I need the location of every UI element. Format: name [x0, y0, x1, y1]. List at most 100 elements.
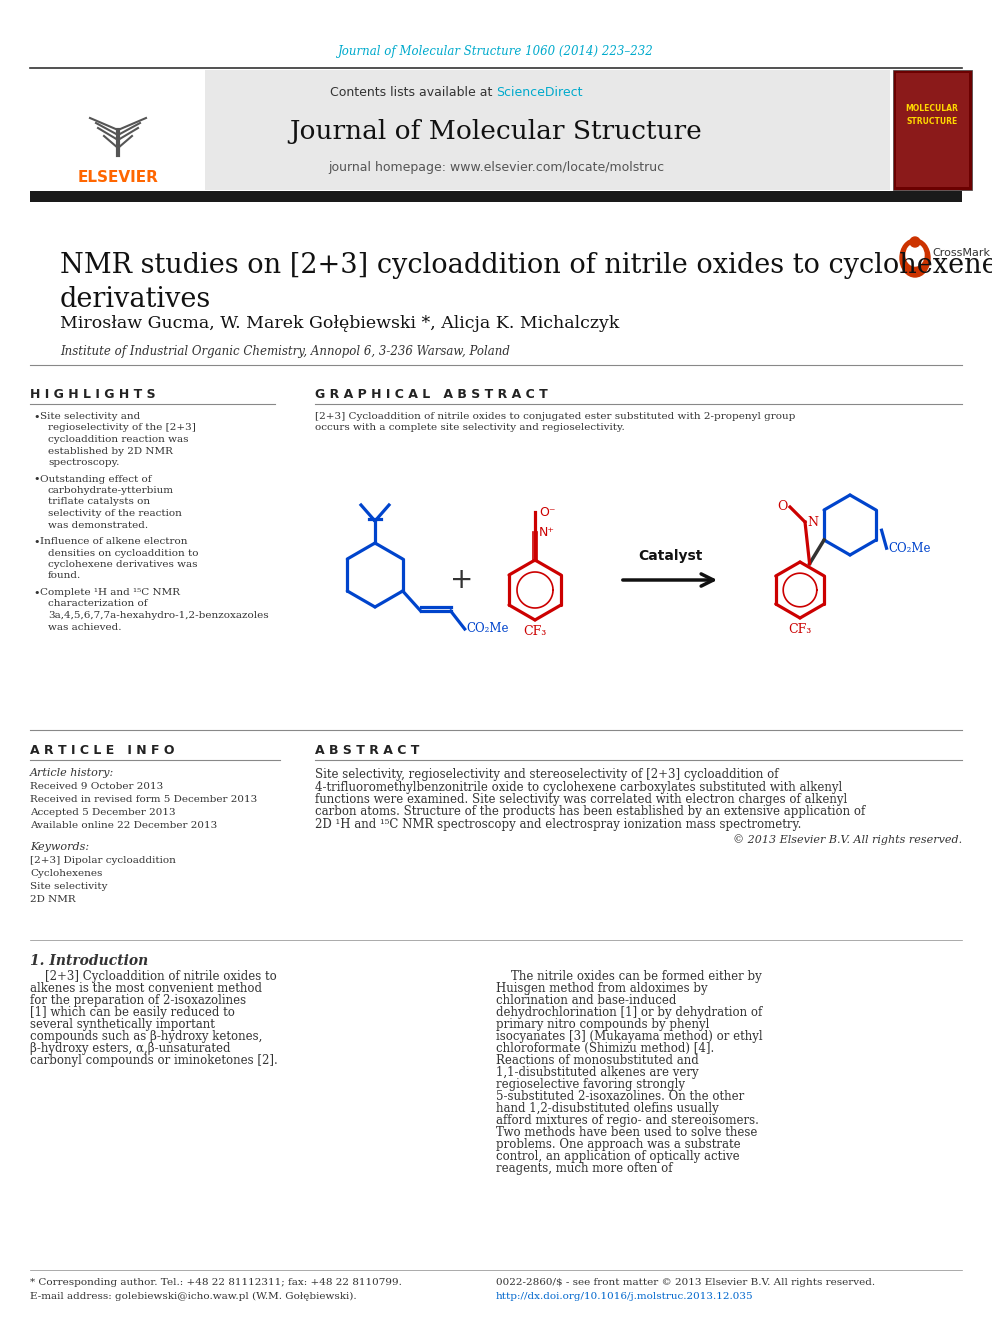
- Text: isocyanates [3] (Mukayama method) or ethyl: isocyanates [3] (Mukayama method) or eth…: [496, 1031, 763, 1043]
- Text: A R T I C L E   I N F O: A R T I C L E I N F O: [30, 744, 175, 757]
- Text: reagents, much more often of: reagents, much more often of: [496, 1162, 673, 1175]
- Text: •: •: [33, 587, 40, 598]
- Bar: [205, 70, 890, 191]
- Text: O: O: [778, 500, 788, 513]
- Text: Mirosław Gucma, W. Marek Gołębiewski *, Alicja K. Michalczyk: Mirosław Gucma, W. Marek Gołębiewski *, …: [60, 315, 619, 332]
- Text: Available online 22 December 2013: Available online 22 December 2013: [30, 822, 217, 830]
- Text: Received in revised form 5 December 2013: Received in revised form 5 December 2013: [30, 795, 257, 804]
- Text: cycloaddition reaction was: cycloaddition reaction was: [48, 435, 188, 445]
- Text: Contents lists available at: Contents lists available at: [329, 86, 496, 98]
- Text: 5-substituted 2-isoxazolines. On the other: 5-substituted 2-isoxazolines. On the oth…: [496, 1090, 744, 1103]
- Text: •: •: [33, 475, 40, 484]
- Text: afford mixtures of regio- and stereoisomers.: afford mixtures of regio- and stereoisom…: [496, 1114, 759, 1127]
- Bar: [30, 191, 962, 202]
- Text: •: •: [33, 411, 40, 422]
- Text: regioselectivity of the [2+3]: regioselectivity of the [2+3]: [48, 423, 195, 433]
- Text: H I G H L I G H T S: H I G H L I G H T S: [30, 388, 156, 401]
- Text: 2D ¹H and ¹⁵C NMR spectroscopy and electrospray ionization mass spectrometry.: 2D ¹H and ¹⁵C NMR spectroscopy and elect…: [315, 818, 802, 831]
- Text: 0022-2860/$ - see front matter © 2013 Elsevier B.V. All rights reserved.: 0022-2860/$ - see front matter © 2013 El…: [496, 1278, 875, 1287]
- Text: Institute of Industrial Organic Chemistry, Annopol 6, 3-236 Warsaw, Poland: Institute of Industrial Organic Chemistr…: [60, 345, 510, 359]
- Text: alkenes is the most convenient method: alkenes is the most convenient method: [30, 982, 262, 995]
- Text: ScienceDirect: ScienceDirect: [496, 86, 582, 98]
- Text: G R A P H I C A L   A B S T R A C T: G R A P H I C A L A B S T R A C T: [315, 388, 548, 401]
- Text: problems. One approach was a substrate: problems. One approach was a substrate: [496, 1138, 741, 1151]
- Circle shape: [910, 237, 920, 247]
- Text: •: •: [33, 537, 40, 546]
- Text: 3a,4,5,6,7,7a-hexahydro-1,2-benzoxazoles: 3a,4,5,6,7,7a-hexahydro-1,2-benzoxazoles: [48, 611, 269, 620]
- Text: control, an application of optically active: control, an application of optically act…: [496, 1150, 740, 1163]
- Text: CO₂Me: CO₂Me: [466, 623, 509, 635]
- Text: [2+3] Dipolar cycloaddition: [2+3] Dipolar cycloaddition: [30, 856, 176, 865]
- Ellipse shape: [900, 239, 930, 277]
- Text: 1,1-disubstituted alkenes are very: 1,1-disubstituted alkenes are very: [496, 1066, 698, 1080]
- Text: hand 1,2-disubstituted olefins usually: hand 1,2-disubstituted olefins usually: [496, 1102, 719, 1115]
- Text: Keywords:: Keywords:: [30, 841, 89, 852]
- Text: http://dx.doi.org/10.1016/j.molstruc.2013.12.035: http://dx.doi.org/10.1016/j.molstruc.201…: [496, 1293, 754, 1301]
- Text: cyclohexene derivatives was: cyclohexene derivatives was: [48, 560, 197, 569]
- Text: Site selectivity, regioselectivity and stereoselectivity of [2+3] cycloaddition : Site selectivity, regioselectivity and s…: [315, 767, 779, 781]
- Ellipse shape: [906, 243, 924, 266]
- Text: 4-trifluoromethylbenzonitrile oxide to cyclohexene carboxylates substituted with: 4-trifluoromethylbenzonitrile oxide to c…: [315, 781, 842, 794]
- Bar: [896, 73, 969, 187]
- Text: Complete ¹H and ¹⁵C NMR: Complete ¹H and ¹⁵C NMR: [40, 587, 180, 597]
- Text: +: +: [450, 566, 474, 594]
- Text: Reactions of monosubstituted and: Reactions of monosubstituted and: [496, 1054, 698, 1068]
- Text: triflate catalysts on: triflate catalysts on: [48, 497, 150, 507]
- Text: 2D NMR: 2D NMR: [30, 894, 75, 904]
- Text: established by 2D NMR: established by 2D NMR: [48, 446, 173, 455]
- Text: regioselective favoring strongly: regioselective favoring strongly: [496, 1078, 685, 1091]
- Text: Outstanding effect of: Outstanding effect of: [40, 475, 152, 483]
- Text: Cyclohexenes: Cyclohexenes: [30, 869, 102, 878]
- Text: 1. Introduction: 1. Introduction: [30, 954, 148, 968]
- Text: carbohydrate-ytterbium: carbohydrate-ytterbium: [48, 486, 174, 495]
- Text: was achieved.: was achieved.: [48, 623, 121, 631]
- Text: Huisgen method from aldoximes by: Huisgen method from aldoximes by: [496, 982, 707, 995]
- Text: O⁻: O⁻: [539, 505, 556, 519]
- Text: was demonstrated.: was demonstrated.: [48, 520, 148, 529]
- Text: Site selectivity: Site selectivity: [30, 882, 107, 890]
- Text: Journal of Molecular Structure 1060 (2014) 223–232: Journal of Molecular Structure 1060 (201…: [338, 45, 654, 58]
- Text: carbon atoms. Structure of the products has been established by an extensive app: carbon atoms. Structure of the products …: [315, 806, 865, 819]
- Text: β-hydroxy esters, α,β-unsaturated: β-hydroxy esters, α,β-unsaturated: [30, 1043, 230, 1054]
- Text: MOLECULAR
STRUCTURE: MOLECULAR STRUCTURE: [906, 105, 958, 126]
- Text: CF₃: CF₃: [789, 623, 811, 636]
- Text: chloroformate (Shimizu method) [4].: chloroformate (Shimizu method) [4].: [496, 1043, 714, 1054]
- Text: Accepted 5 December 2013: Accepted 5 December 2013: [30, 808, 176, 818]
- Text: selectivity of the reaction: selectivity of the reaction: [48, 509, 182, 519]
- Text: N: N: [807, 516, 818, 528]
- Text: journal homepage: www.elsevier.com/locate/molstruc: journal homepage: www.elsevier.com/locat…: [328, 161, 664, 175]
- Text: Article history:: Article history:: [30, 767, 114, 778]
- Text: characterization of: characterization of: [48, 599, 148, 609]
- Text: Two methods have been used to solve these: Two methods have been used to solve thes…: [496, 1126, 757, 1139]
- Text: carbonyl compounds or iminoketones [2].: carbonyl compounds or iminoketones [2].: [30, 1054, 278, 1068]
- Text: Site selectivity and: Site selectivity and: [40, 411, 140, 421]
- Text: spectroscopy.: spectroscopy.: [48, 458, 119, 467]
- Text: A B S T R A C T: A B S T R A C T: [315, 744, 420, 757]
- Text: primary nitro compounds by phenyl: primary nitro compounds by phenyl: [496, 1017, 709, 1031]
- Text: [1] which can be easily reduced to: [1] which can be easily reduced to: [30, 1005, 235, 1019]
- Text: CF₃: CF₃: [524, 624, 547, 638]
- Text: The nitrile oxides can be formed either by: The nitrile oxides can be formed either …: [496, 970, 762, 983]
- Text: Journal of Molecular Structure: Journal of Molecular Structure: [290, 119, 702, 144]
- Text: functions were examined. Site selectivity was correlated with electron charges o: functions were examined. Site selectivit…: [315, 792, 847, 806]
- Text: © 2013 Elsevier B.V. All rights reserved.: © 2013 Elsevier B.V. All rights reserved…: [733, 835, 962, 845]
- Text: Catalyst: Catalyst: [638, 549, 702, 564]
- Text: CrossMark: CrossMark: [932, 247, 990, 258]
- Text: compounds such as β-hydroxy ketones,: compounds such as β-hydroxy ketones,: [30, 1031, 262, 1043]
- Text: densities on cycloaddition to: densities on cycloaddition to: [48, 549, 198, 557]
- Text: * Corresponding author. Tel.: +48 22 81112311; fax: +48 22 8110799.: * Corresponding author. Tel.: +48 22 811…: [30, 1278, 402, 1287]
- Text: for the preparation of 2-isoxazolines: for the preparation of 2-isoxazolines: [30, 994, 246, 1007]
- Text: E-mail address: golebiewski@icho.waw.pl (W.M. Gołębiewski).: E-mail address: golebiewski@icho.waw.pl …: [30, 1293, 357, 1301]
- Text: Influence of alkene electron: Influence of alkene electron: [40, 537, 187, 546]
- Text: dehydrochlorination [1] or by dehydration of: dehydrochlorination [1] or by dehydratio…: [496, 1005, 762, 1019]
- Text: chlorination and base-induced: chlorination and base-induced: [496, 994, 677, 1007]
- Text: NMR studies on [2+3] cycloaddition of nitrile oxides to cyclohexene
derivatives: NMR studies on [2+3] cycloaddition of ni…: [60, 251, 992, 314]
- Text: [2+3] Cycloaddition of nitrile oxides to: [2+3] Cycloaddition of nitrile oxides to: [30, 970, 277, 983]
- Text: CO₂Me: CO₂Me: [889, 541, 931, 554]
- Text: N⁺: N⁺: [539, 525, 555, 538]
- Text: occurs with a complete site selectivity and regioselectivity.: occurs with a complete site selectivity …: [315, 423, 625, 433]
- Text: several synthetically important: several synthetically important: [30, 1017, 215, 1031]
- Text: found.: found.: [48, 572, 81, 581]
- Text: Received 9 October 2013: Received 9 October 2013: [30, 782, 164, 791]
- Text: [2+3] Cycloaddition of nitrile oxides to conjugated ester substituted with 2-pro: [2+3] Cycloaddition of nitrile oxides to…: [315, 411, 796, 421]
